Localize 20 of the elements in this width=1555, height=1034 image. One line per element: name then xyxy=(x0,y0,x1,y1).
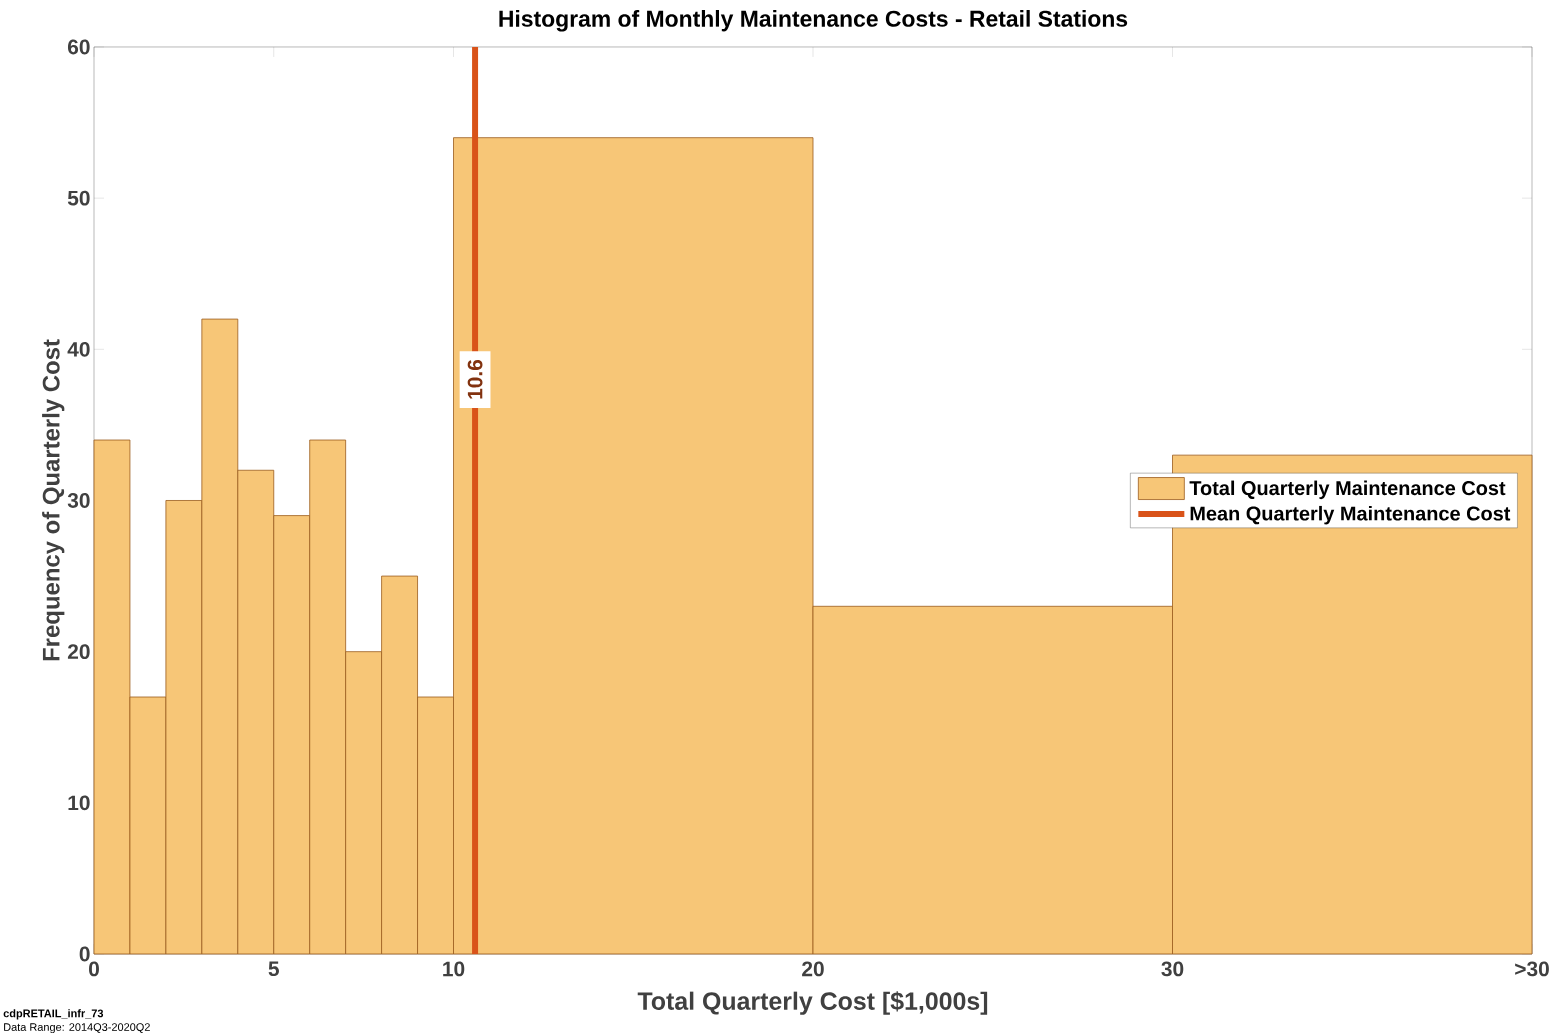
x-axis-title: Total Quarterly Cost [$1,000s] xyxy=(637,991,988,1015)
y-tick-label: 50 xyxy=(67,190,90,206)
legend-label: Mean Quarterly Maintenance Cost xyxy=(1190,505,1511,525)
y-tick-label: 40 xyxy=(67,341,90,357)
y-axis-title: Frequency of Quarterly Cost xyxy=(42,339,65,661)
legend-label: Total Quarterly Maintenance Cost xyxy=(1189,480,1506,500)
x-tick-label: 20 xyxy=(802,961,824,977)
y-tick-label: 20 xyxy=(67,644,90,660)
text: cdpRETAIL_infr_73 xyxy=(3,1009,104,1020)
text: Data Range: 2014Q3-2020Q2 xyxy=(4,1023,150,1034)
y-tick-label: 0 xyxy=(79,946,90,962)
x-tick-label: >30 xyxy=(1515,961,1549,977)
x-tick-label: 30 xyxy=(1161,961,1184,977)
y-tick-label: 60 xyxy=(67,39,90,55)
y-tick-label: 30 xyxy=(67,493,90,508)
x-tick-label: 5 xyxy=(268,961,279,977)
chart-title: Histogram of Monthly Maintenance Costs - Retail Stations xyxy=(499,10,1128,32)
annotation: 10.6 xyxy=(467,359,483,399)
x-tick-label: 10 xyxy=(443,961,465,977)
y-tick-label: 10 xyxy=(68,795,90,811)
